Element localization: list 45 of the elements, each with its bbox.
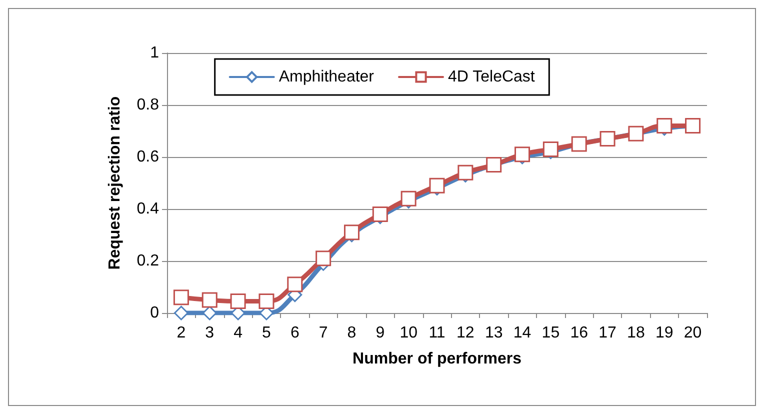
x-tick-label: 12 <box>456 324 474 342</box>
x-tick-label: 14 <box>513 324 532 342</box>
x-tick-label: 16 <box>570 324 588 342</box>
y-tick-label: 1 <box>150 44 160 62</box>
y-tick-label: 0.4 <box>136 200 160 218</box>
point <box>202 292 218 308</box>
x-tick-label: 10 <box>400 324 418 342</box>
point <box>173 290 189 306</box>
x-axis-title: Number of performers <box>352 350 522 368</box>
point <box>400 190 416 206</box>
x-tick-label: 19 <box>655 324 674 342</box>
legend-label: 4D TeleCast <box>448 68 536 86</box>
y-tick-label: 0.8 <box>136 96 160 114</box>
x-tick-label: 17 <box>598 324 617 342</box>
point <box>202 306 217 320</box>
x-tick-label: 15 <box>542 324 560 342</box>
x-tick-label: 11 <box>428 324 446 342</box>
x-tick-label: 7 <box>318 324 328 342</box>
x-tick-label: 6 <box>290 324 300 342</box>
x-tick-label: 4 <box>234 324 243 342</box>
x-tick-label: 3 <box>205 324 214 342</box>
point <box>316 250 332 266</box>
x-tick-label: 2 <box>176 324 186 342</box>
x-tick-label: 20 <box>684 324 702 342</box>
point <box>258 294 274 310</box>
point <box>174 306 188 320</box>
y-tick-label: 0.6 <box>136 148 160 166</box>
point <box>429 178 445 194</box>
point <box>287 276 303 292</box>
point <box>542 141 558 157</box>
point <box>514 146 530 162</box>
point <box>458 164 474 180</box>
y-axis-title: Request rejection ratio <box>106 96 124 270</box>
legend-label: Amphitheater <box>278 68 375 86</box>
y-tick-label: 0 <box>150 304 160 322</box>
x-tick-label: 8 <box>347 324 356 342</box>
x-tick-label: 9 <box>376 324 385 342</box>
point <box>344 224 360 240</box>
point <box>656 118 672 134</box>
point <box>230 294 246 310</box>
x-tick-label: 18 <box>627 324 645 342</box>
y-tick-label: 0.2 <box>136 252 160 270</box>
x-tick-label: 13 <box>484 324 503 342</box>
point <box>372 206 388 222</box>
x-tick-label: 5 <box>262 324 272 342</box>
